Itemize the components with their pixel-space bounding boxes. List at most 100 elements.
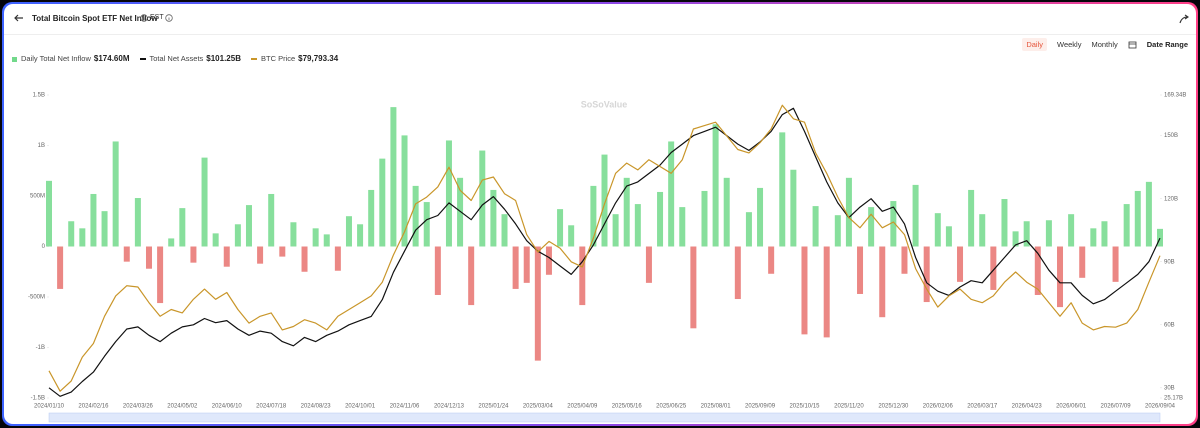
legend-marker xyxy=(12,56,17,62)
bar xyxy=(257,246,264,264)
bar xyxy=(357,224,364,247)
bar xyxy=(90,193,97,247)
daily-button[interactable]: Daily xyxy=(1022,38,1048,51)
y2-tick-label: 90B xyxy=(1164,259,1175,265)
x-tick-label: 2026/09/04 xyxy=(1145,404,1176,410)
bar xyxy=(212,233,219,247)
bar xyxy=(857,246,864,294)
line xyxy=(48,104,1161,392)
card: Total Bitcoin Spot ETF Net Inflow EST Da… xyxy=(4,4,1196,424)
bar xyxy=(134,198,141,247)
legend-marker xyxy=(250,58,257,61)
bar xyxy=(268,193,275,247)
bar xyxy=(834,215,841,247)
bar xyxy=(745,212,752,247)
bar xyxy=(1068,214,1075,247)
x-tick-label: 2025/12/30 xyxy=(878,404,909,410)
legend-label: Total Net Assets xyxy=(149,54,204,63)
bar xyxy=(734,246,741,300)
bar xyxy=(323,234,330,247)
bar xyxy=(1079,246,1086,278)
bar xyxy=(557,209,564,247)
bar xyxy=(923,246,930,303)
bar xyxy=(790,169,797,247)
bar xyxy=(101,211,108,247)
title: Total Bitcoin Spot ETF Net Inflow xyxy=(32,14,158,23)
bar xyxy=(545,246,552,275)
bar xyxy=(945,226,952,247)
timezone: EST xyxy=(150,14,164,21)
y2-tick-label: 25.17B xyxy=(1164,396,1183,402)
bar xyxy=(168,238,175,247)
bar xyxy=(990,246,997,290)
bar xyxy=(68,221,75,247)
x-tick-label: 2024/01/10 xyxy=(34,404,65,410)
x-tick-label: 2025/08/01 xyxy=(701,404,732,410)
bar xyxy=(457,177,464,247)
weekly-button[interactable]: Weekly xyxy=(1057,40,1082,49)
period-buttons: Daily Weekly Monthly Date Range xyxy=(1022,38,1188,51)
bar xyxy=(1112,246,1119,282)
bar xyxy=(568,225,575,247)
bar xyxy=(612,214,619,247)
bar xyxy=(757,187,764,247)
x-tick-label: 2025/06/25 xyxy=(656,404,687,410)
bar xyxy=(490,189,497,247)
bar xyxy=(1090,228,1097,247)
legend-item: Daily Total Net Inflow $174.60M xyxy=(12,54,130,63)
back-button[interactable] xyxy=(12,11,26,25)
bar xyxy=(1101,221,1108,247)
info-icon[interactable] xyxy=(140,14,148,22)
bar xyxy=(1134,190,1141,247)
bar xyxy=(401,135,408,247)
bar xyxy=(812,206,819,247)
bar xyxy=(334,246,341,271)
bar xyxy=(934,213,941,247)
bar xyxy=(1034,246,1041,295)
y-tick-label: 500M xyxy=(30,194,45,200)
x-tick-label: 2025/09/09 xyxy=(745,404,776,410)
y2-tick-label: 60B xyxy=(1164,322,1175,328)
bar xyxy=(590,185,597,247)
bar xyxy=(434,246,441,295)
bar xyxy=(868,207,875,247)
bar xyxy=(368,189,375,247)
x-tick-label: 2024/08/23 xyxy=(301,404,332,410)
date-range-button[interactable]: Date Range xyxy=(1146,40,1188,49)
bar xyxy=(445,140,452,247)
x-tick-label: 2025/10/15 xyxy=(789,404,820,410)
x-tick-label: 2024/06/10 xyxy=(212,404,243,410)
bar xyxy=(979,214,986,247)
x-tick-label: 2024/12/13 xyxy=(434,404,465,410)
y-tick-label: -1.5B xyxy=(31,396,45,402)
legend-marker xyxy=(139,58,146,61)
bar xyxy=(601,154,608,247)
x-tick-label: 2025/01/24 xyxy=(478,404,509,410)
bar xyxy=(112,141,119,247)
bar xyxy=(79,228,86,247)
bar xyxy=(679,207,686,247)
bar xyxy=(1023,221,1030,247)
bar xyxy=(901,246,908,274)
y-tick-label: -500M xyxy=(28,295,45,301)
bar xyxy=(290,222,297,247)
info-icon[interactable] xyxy=(165,14,173,22)
x-tick-label: 2026/02/06 xyxy=(923,404,954,410)
bar xyxy=(157,246,164,304)
x-tick-label: 2024/11/06 xyxy=(390,404,420,410)
x-tick-label: 2025/11/20 xyxy=(834,404,864,410)
y-tick-label: 1.5B xyxy=(33,93,45,99)
bar xyxy=(1123,204,1130,247)
monthly-button[interactable]: Monthly xyxy=(1091,40,1118,49)
x-tick-label: 2025/03/04 xyxy=(523,404,554,410)
bar xyxy=(1145,181,1152,247)
bar xyxy=(468,246,475,306)
y-tick-label: 1B xyxy=(38,143,45,149)
share-button[interactable] xyxy=(1178,13,1190,25)
bar xyxy=(1012,231,1019,247)
bar xyxy=(523,246,530,283)
legend-label: BTC Price xyxy=(260,54,296,63)
bar xyxy=(1001,199,1008,247)
